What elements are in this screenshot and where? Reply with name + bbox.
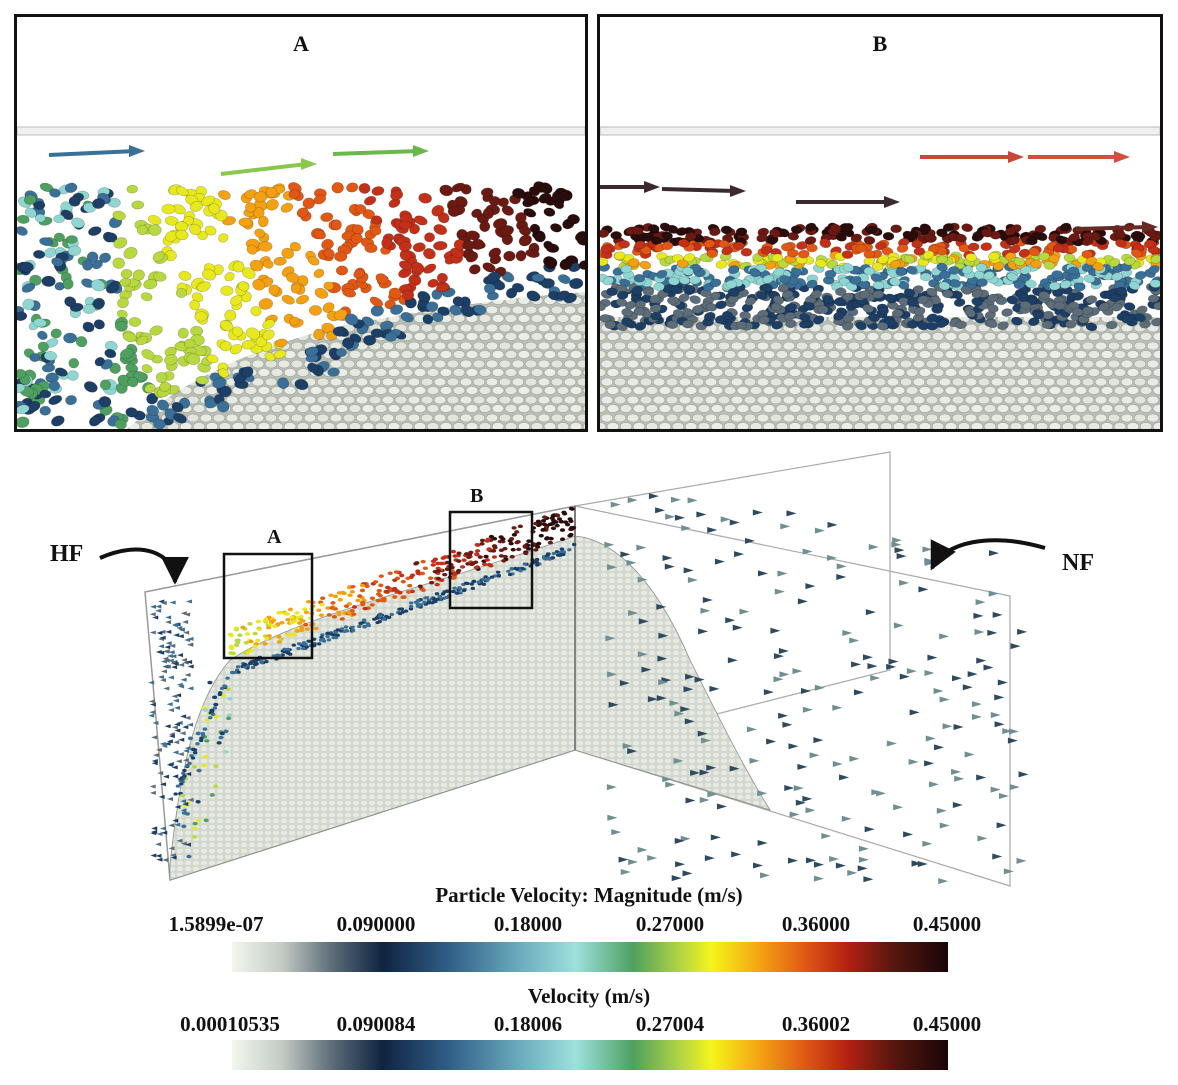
zoom-panel-a: A xyxy=(14,14,588,432)
zoom-a-image xyxy=(17,126,585,429)
particle-velocity-legend-title: Particle Velocity: Magnitude (m/s) xyxy=(435,883,743,907)
velocity-legend-title: Velocity (m/s) xyxy=(527,984,651,1008)
box-a-label: A xyxy=(267,526,282,548)
velocity-tick-0: 0.00010535 xyxy=(180,1012,280,1036)
velocity-colorbar xyxy=(232,1040,948,1070)
particle-tick-1: 0.090000 xyxy=(336,912,416,936)
velocity-tick-3: 0.27004 xyxy=(635,1012,705,1036)
zoom-panel-b-title: B xyxy=(872,31,888,56)
velocity-ticks: 0.00010535 0.090084 0.18006 0.27004 0.36… xyxy=(150,1012,1030,1038)
particle-tick-3: 0.27000 xyxy=(635,912,705,936)
zoom-panel-b: B xyxy=(597,14,1163,432)
zoom-panel-a-title: A xyxy=(293,31,309,56)
particle-tick-2: 0.18000 xyxy=(493,912,563,936)
hf-label: HF xyxy=(50,541,84,567)
box-b-label: B xyxy=(470,485,484,507)
dune-3d-image xyxy=(99,451,1046,887)
velocity-tick-4: 0.36002 xyxy=(781,1012,851,1036)
zoom-b-image xyxy=(600,126,1160,429)
particle-tick-4: 0.36000 xyxy=(781,912,851,936)
velocity-tick-2: 0.18006 xyxy=(493,1012,563,1036)
velocity-tick-5: 0.45000 xyxy=(912,1012,982,1036)
nf-label: NF xyxy=(1062,550,1094,576)
particle-tick-0: 1.5899e-07 xyxy=(168,912,264,936)
particle-tick-5: 0.45000 xyxy=(912,912,982,936)
velocity-tick-1: 0.090084 xyxy=(336,1012,416,1036)
particle-velocity-ticks: 1.5899e-07 0.090000 0.18000 0.27000 0.36… xyxy=(150,912,1030,938)
dune-3d-view: HF NF A B xyxy=(0,440,1178,890)
particle-velocity-colorbar xyxy=(232,942,948,972)
